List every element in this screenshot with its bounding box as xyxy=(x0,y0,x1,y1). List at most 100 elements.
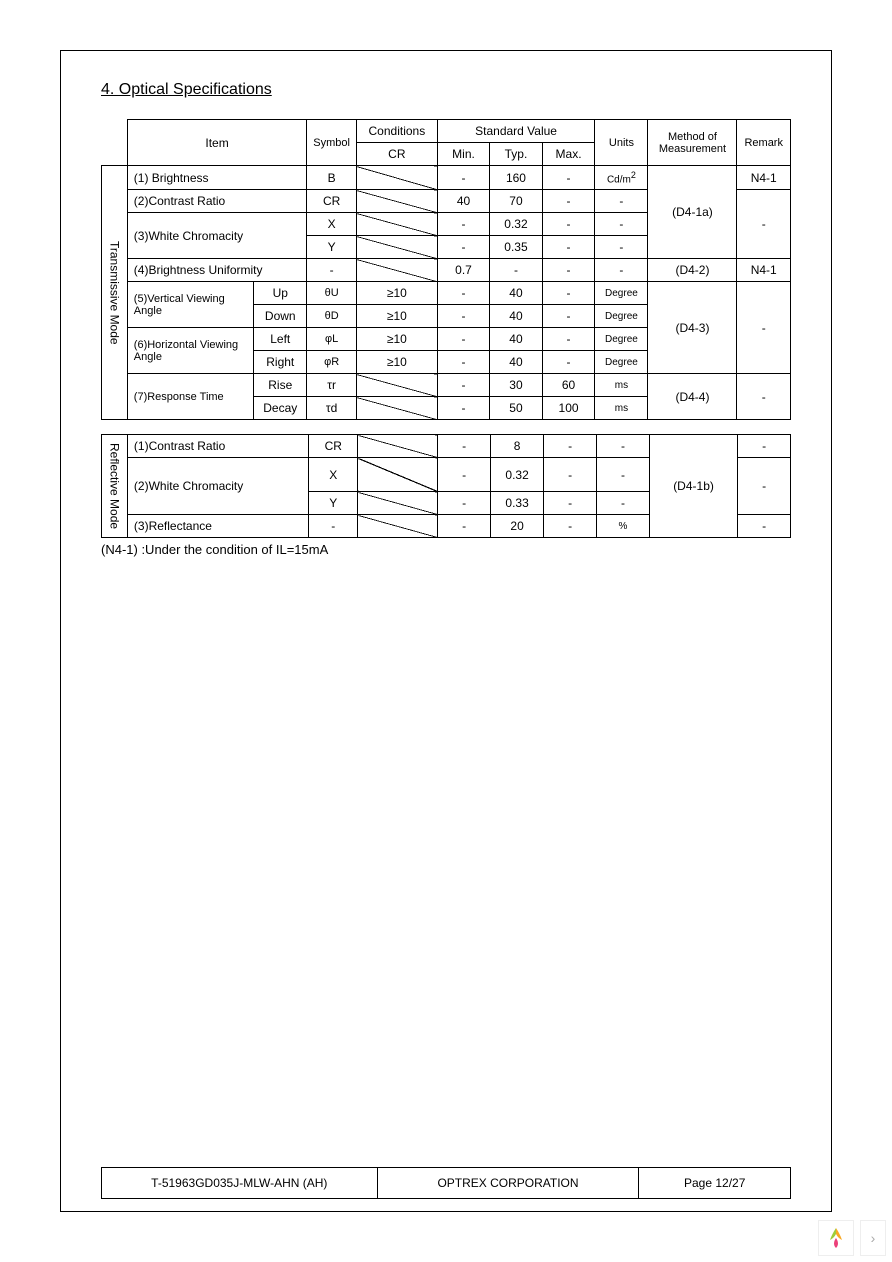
cell-typ: 0.35 xyxy=(490,236,543,259)
cell-min: - xyxy=(437,213,489,236)
cell-sub: Up xyxy=(254,282,307,305)
cell-typ: 40 xyxy=(490,282,543,305)
cell-remark: - xyxy=(738,458,791,515)
cell-method: (D4-1b) xyxy=(649,435,737,538)
cell-min: - xyxy=(437,351,489,374)
cell-item: (2)Contrast Ratio xyxy=(127,190,307,213)
cell-units: - xyxy=(595,259,648,282)
cell-sym: Y xyxy=(309,492,358,515)
cell-sym: - xyxy=(309,515,358,538)
cell-units: ms xyxy=(595,374,648,397)
cell-typ: 30 xyxy=(490,374,543,397)
cell-sub: Down xyxy=(254,305,307,328)
chevron-right-icon[interactable]: › xyxy=(860,1220,886,1256)
cell-typ: 20 xyxy=(490,515,543,538)
cell-max: 100 xyxy=(542,397,595,420)
cell-typ: 40 xyxy=(490,328,543,351)
cell-sym: τd xyxy=(307,397,357,420)
hdr-typ: Typ. xyxy=(490,143,543,166)
cell-max: - xyxy=(544,435,597,458)
cell-cond: ≥10 xyxy=(356,305,437,328)
cell-min: - xyxy=(437,166,489,190)
cell-sym: CR xyxy=(307,190,357,213)
hdr-remark: Remark xyxy=(737,120,791,166)
hdr-item: Item xyxy=(127,120,307,166)
cell-remark: - xyxy=(738,515,791,538)
cell-typ: 8 xyxy=(490,435,543,458)
cell-method: (D4-4) xyxy=(648,374,737,420)
cell-cond-diag xyxy=(358,458,438,492)
cell-max: - xyxy=(542,213,595,236)
cell-cond-diag xyxy=(356,259,437,282)
cell-typ: 0.32 xyxy=(490,458,543,492)
cell-remark: - xyxy=(738,435,791,458)
cell-sub: Decay xyxy=(254,397,307,420)
page-footer: T-51963GD035J-MLW-AHN (AH) OPTREX CORPOR… xyxy=(101,1167,791,1199)
cell-min: 0.7 xyxy=(437,259,489,282)
cell-min: - xyxy=(437,282,489,305)
cell-units: - xyxy=(597,492,650,515)
hdr-units: Units xyxy=(595,120,648,166)
cell-item: (1)Contrast Ratio xyxy=(127,435,308,458)
watermark: › xyxy=(818,1220,886,1256)
footer-part-number: T-51963GD035J-MLW-AHN (AH) xyxy=(102,1168,378,1199)
hdr-conditions: Conditions xyxy=(356,120,437,143)
cell-typ: 0.33 xyxy=(490,492,543,515)
header-row-1: Item Symbol Conditions Standard Value Un… xyxy=(102,120,791,143)
cell-sym: X xyxy=(309,458,358,492)
cell-typ: 160 xyxy=(490,166,543,190)
cell-remark: - xyxy=(737,190,791,259)
footer-page: Page 12/27 xyxy=(639,1168,791,1199)
cell-min: - xyxy=(437,305,489,328)
cell-sym: B xyxy=(307,166,357,190)
cell-max: - xyxy=(542,166,595,190)
hdr-method: Method of Measurement xyxy=(648,120,737,166)
cell-sym: X xyxy=(307,213,357,236)
cell-min: - xyxy=(437,236,489,259)
cell-cond: ≥10 xyxy=(356,328,437,351)
cell-typ: 40 xyxy=(490,351,543,374)
cell-min: - xyxy=(438,515,491,538)
cell-item: (7)Response Time xyxy=(127,374,253,420)
table-row: Transmissive Mode (1) Brightness B - 160… xyxy=(102,166,791,190)
page-border: 4. Optical Specifications Item Symbol Co… xyxy=(60,50,832,1212)
cell-typ: 0.32 xyxy=(490,213,543,236)
cell-item: (2)White Chromacity xyxy=(127,458,308,515)
footer-company: OPTREX CORPORATION xyxy=(377,1168,639,1199)
cell-min: - xyxy=(437,328,489,351)
cell-typ: 70 xyxy=(490,190,543,213)
reflective-table: Reflective Mode (1)Contrast Ratio CR - 8… xyxy=(101,434,791,538)
logo-icon xyxy=(818,1220,854,1256)
cell-remark: - xyxy=(737,282,791,374)
hdr-symbol: Symbol xyxy=(307,120,357,166)
cell-cond-diag xyxy=(356,236,437,259)
cell-sym: τr xyxy=(307,374,357,397)
cell-item: (6)Horizontal Viewing Angle xyxy=(127,328,253,374)
footer-table: T-51963GD035J-MLW-AHN (AH) OPTREX CORPOR… xyxy=(101,1167,791,1199)
table-row: Reflective Mode (1)Contrast Ratio CR - 8… xyxy=(102,435,791,458)
units-sup: 2 xyxy=(631,170,636,180)
cell-method: (D4-1a) xyxy=(648,166,737,259)
cell-min: - xyxy=(438,492,491,515)
page-content: 4. Optical Specifications Item Symbol Co… xyxy=(61,51,831,557)
cell-cond-diag xyxy=(356,374,437,397)
cell-min: 40 xyxy=(437,190,489,213)
cell-typ: 40 xyxy=(490,305,543,328)
cell-units: ms xyxy=(595,397,648,420)
cell-remark: N4-1 xyxy=(737,259,791,282)
footnote: (N4-1) :Under the condition of IL=15mA xyxy=(101,542,791,557)
table-row: (4)Brightness Uniformity - 0.7 - - - (D4… xyxy=(102,259,791,282)
cell-min: - xyxy=(437,374,489,397)
hdr-min: Min. xyxy=(437,143,489,166)
cell-units: Degree xyxy=(595,351,648,374)
cell-units: % xyxy=(597,515,650,538)
cell-typ: 50 xyxy=(490,397,543,420)
cell-units: Degree xyxy=(595,282,648,305)
cell-item: (3)Reflectance xyxy=(127,515,308,538)
cell-cond: ≥10 xyxy=(356,351,437,374)
cell-sym: - xyxy=(307,259,357,282)
cell-max: - xyxy=(542,282,595,305)
cell-sym: φL xyxy=(307,328,357,351)
cell-sub: Right xyxy=(254,351,307,374)
cell-sym: φR xyxy=(307,351,357,374)
